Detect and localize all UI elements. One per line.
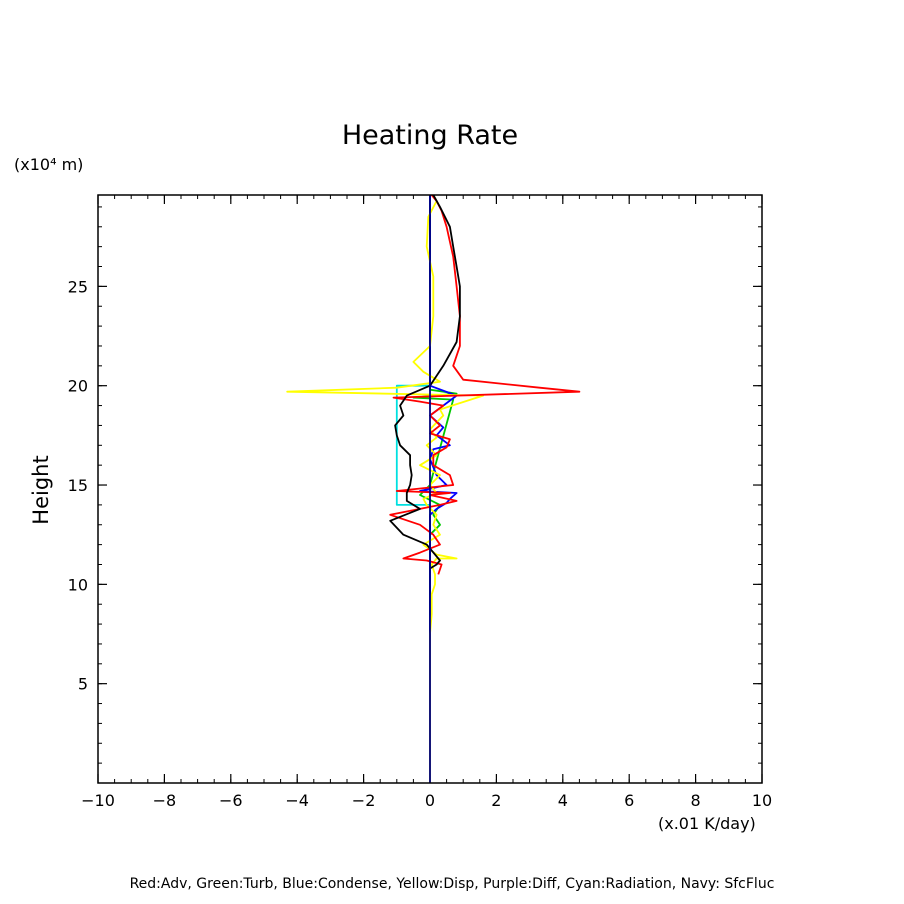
x-tick-label: −2 bbox=[352, 791, 376, 810]
x-tick-label: −8 bbox=[153, 791, 177, 810]
series-line-black bbox=[389, 194, 461, 570]
plot-frame bbox=[97, 194, 763, 784]
series-lines bbox=[286, 194, 581, 783]
legend-footer: Red:Adv, Green:Turb, Blue:Condense, Yell… bbox=[129, 876, 775, 892]
x-tick-label: −10 bbox=[81, 791, 115, 810]
x-tick-label: 10 bbox=[752, 791, 772, 810]
x-tick-label: 0 bbox=[425, 791, 435, 810]
x-tick-label: −4 bbox=[285, 791, 309, 810]
y-tick-label: 20 bbox=[68, 377, 88, 396]
axis-ticks: −10 −8 −6 −4 −2 0 2 4 6 8 10 5 10 15 20 25 bbox=[68, 195, 772, 810]
series-line-yellow-disp bbox=[286, 194, 485, 783]
x-tick-label: 4 bbox=[558, 791, 568, 810]
x-tick-label: 6 bbox=[624, 791, 634, 810]
x-axis-unit: (x.01 K/day) bbox=[658, 814, 756, 833]
series-line-blue-condense bbox=[419, 195, 458, 783]
y-tick-label: 25 bbox=[68, 277, 88, 296]
y-tick-label: 15 bbox=[68, 476, 88, 495]
x-tick-label: 8 bbox=[691, 791, 701, 810]
x-tick-label: −6 bbox=[219, 791, 243, 810]
y-axis-unit: (x10⁴ m) bbox=[14, 155, 84, 174]
chart-title: Heating Rate bbox=[341, 120, 519, 151]
x-tick-label: 2 bbox=[491, 791, 501, 810]
y-tick-label: 5 bbox=[78, 675, 88, 694]
y-tick-label: 10 bbox=[68, 575, 88, 594]
